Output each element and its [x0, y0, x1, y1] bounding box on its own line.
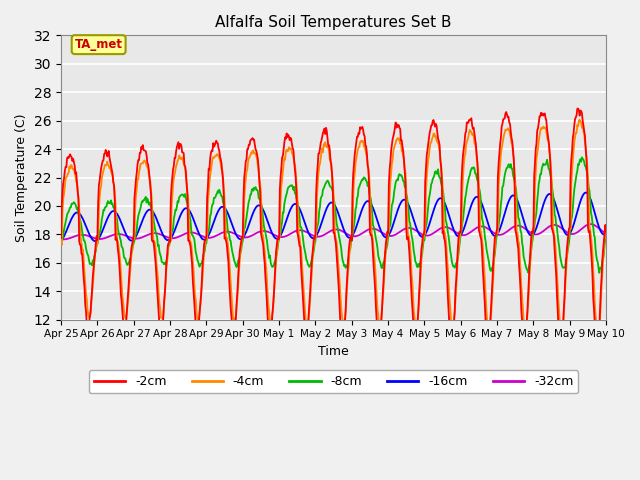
- -8cm: [378, 265, 386, 271]
- -8cm: [57, 240, 65, 246]
- -8cm: [595, 270, 603, 276]
- -4cm: [552, 255, 560, 261]
- -4cm: [602, 228, 610, 234]
- -32cm: [602, 230, 610, 236]
- -16cm: [602, 230, 610, 236]
- -4cm: [557, 330, 565, 336]
- -4cm: [378, 307, 386, 312]
- Line: -8cm: -8cm: [61, 157, 606, 273]
- X-axis label: Time: Time: [318, 345, 349, 358]
- -16cm: [379, 232, 387, 238]
- Line: -4cm: -4cm: [61, 120, 606, 333]
- -2cm: [378, 307, 386, 312]
- -16cm: [177, 210, 185, 216]
- -2cm: [325, 143, 333, 148]
- -8cm: [602, 228, 610, 234]
- -2cm: [57, 235, 65, 241]
- -2cm: [177, 141, 184, 147]
- -8cm: [578, 155, 586, 160]
- -4cm: [325, 149, 333, 155]
- -2cm: [552, 272, 560, 277]
- -16cm: [201, 237, 209, 242]
- -8cm: [552, 222, 560, 228]
- -16cm: [92, 238, 99, 244]
- Line: -32cm: -32cm: [61, 224, 606, 240]
- -32cm: [326, 228, 333, 234]
- -32cm: [57, 236, 65, 242]
- -16cm: [553, 206, 561, 212]
- -2cm: [573, 106, 581, 111]
- Y-axis label: Soil Temperature (C): Soil Temperature (C): [15, 113, 28, 242]
- -32cm: [379, 230, 387, 236]
- -8cm: [325, 181, 333, 187]
- -32cm: [201, 234, 209, 240]
- -8cm: [432, 168, 440, 174]
- -8cm: [200, 251, 208, 256]
- -2cm: [557, 346, 564, 352]
- -16cm: [582, 190, 589, 195]
- Title: Alfalfa Soil Temperatures Set B: Alfalfa Soil Temperatures Set B: [215, 15, 452, 30]
- -16cm: [57, 238, 65, 243]
- Line: -16cm: -16cm: [61, 192, 606, 241]
- -4cm: [200, 248, 208, 254]
- -4cm: [576, 117, 584, 123]
- -4cm: [177, 156, 184, 162]
- -32cm: [60, 237, 67, 242]
- Legend: -2cm, -4cm, -8cm, -16cm, -32cm: -2cm, -4cm, -8cm, -16cm, -32cm: [89, 370, 579, 393]
- -32cm: [433, 228, 440, 234]
- -16cm: [326, 201, 333, 206]
- -4cm: [432, 133, 440, 139]
- -16cm: [433, 200, 440, 205]
- Line: -2cm: -2cm: [61, 108, 606, 349]
- Text: TA_met: TA_met: [75, 38, 123, 51]
- -2cm: [200, 241, 208, 247]
- -32cm: [553, 222, 561, 228]
- -2cm: [602, 228, 610, 234]
- -4cm: [57, 240, 65, 246]
- -8cm: [177, 192, 184, 198]
- -32cm: [177, 233, 185, 239]
- -32cm: [586, 221, 594, 227]
- -2cm: [432, 121, 440, 127]
